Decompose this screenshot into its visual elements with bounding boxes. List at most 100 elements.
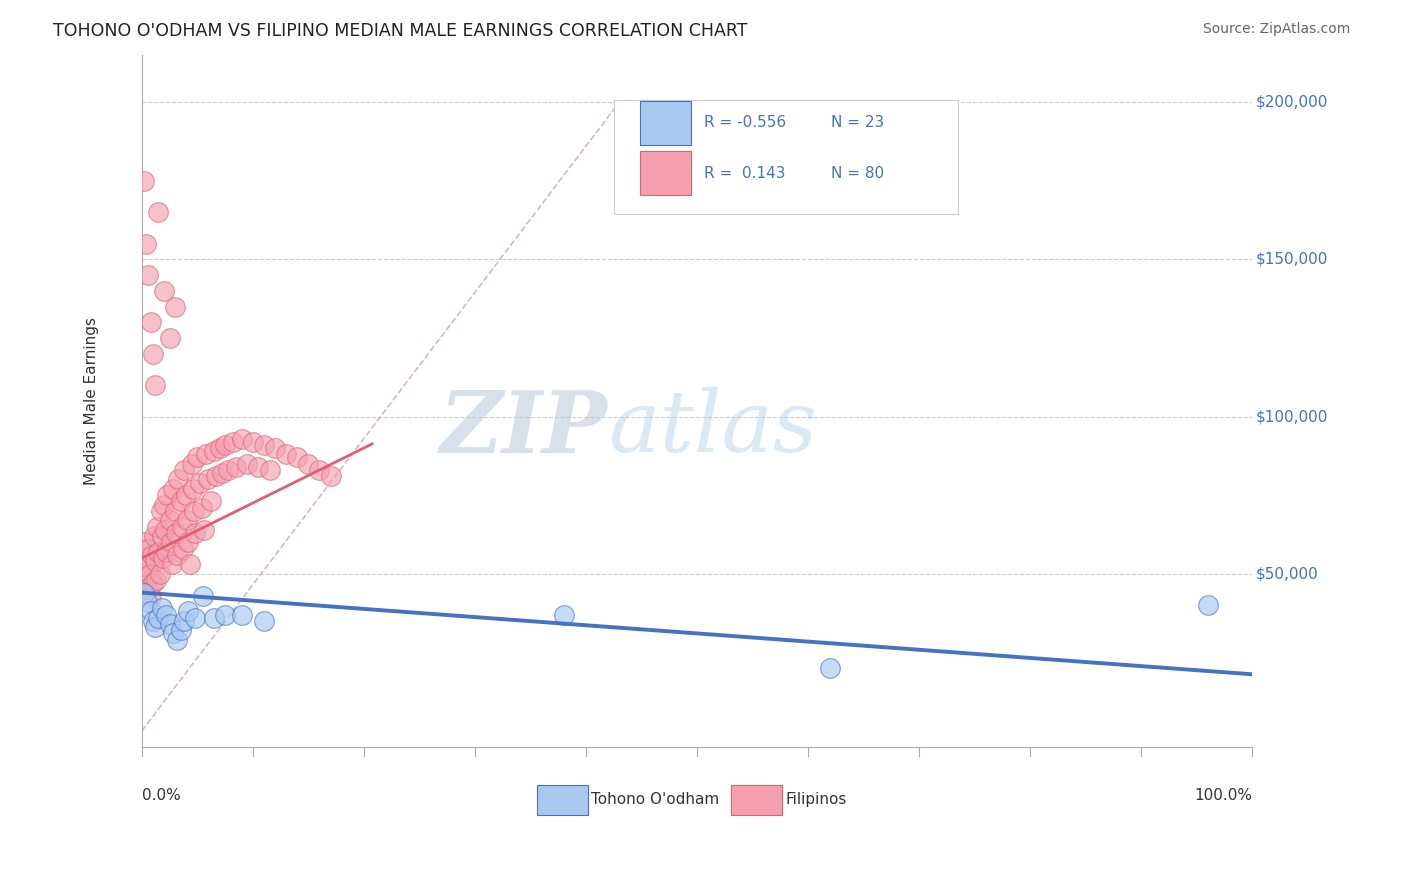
Point — [141, 548, 163, 562]
Point — [135, 573, 157, 587]
FancyBboxPatch shape — [640, 152, 692, 194]
Point — [259, 463, 281, 477]
Point — [553, 607, 575, 622]
Point — [222, 434, 245, 449]
Point — [166, 548, 188, 562]
Point — [186, 450, 208, 465]
Point — [143, 554, 166, 568]
Point — [242, 434, 264, 449]
Point — [139, 315, 162, 329]
Point — [172, 541, 194, 556]
Point — [214, 607, 236, 622]
Point — [319, 469, 342, 483]
Point — [276, 447, 298, 461]
Point — [136, 560, 159, 574]
Point — [138, 268, 160, 282]
Point — [153, 523, 176, 537]
Point — [146, 519, 169, 533]
Point — [132, 174, 155, 188]
Point — [225, 459, 247, 474]
Text: N = 80: N = 80 — [831, 166, 884, 180]
Point — [156, 488, 179, 502]
Point — [170, 624, 193, 638]
Point — [177, 535, 200, 549]
Point — [145, 573, 167, 587]
Text: atlas: atlas — [609, 387, 817, 470]
Point — [1197, 598, 1219, 612]
Point — [247, 459, 270, 474]
Point — [200, 494, 222, 508]
Point — [183, 504, 205, 518]
Point — [150, 601, 173, 615]
Text: Filipinos: Filipinos — [786, 792, 848, 807]
Text: R = -0.556: R = -0.556 — [703, 115, 786, 130]
FancyBboxPatch shape — [613, 100, 957, 214]
Text: $150,000: $150,000 — [1256, 252, 1327, 267]
Point — [136, 595, 159, 609]
Point — [264, 441, 287, 455]
Point — [181, 482, 204, 496]
Point — [165, 504, 187, 518]
Point — [132, 585, 155, 599]
Point — [138, 566, 160, 581]
Point — [150, 529, 173, 543]
Point — [170, 519, 193, 533]
Point — [138, 541, 160, 556]
FancyBboxPatch shape — [640, 101, 692, 145]
Text: $100,000: $100,000 — [1256, 409, 1327, 424]
Text: TOHONO O'ODHAM VS FILIPINO MEDIAN MALE EARNINGS CORRELATION CHART: TOHONO O'ODHAM VS FILIPINO MEDIAN MALE E… — [53, 22, 748, 40]
Text: R =  0.143: R = 0.143 — [703, 166, 785, 180]
Text: N = 23: N = 23 — [831, 115, 884, 130]
Point — [173, 614, 195, 628]
Point — [177, 604, 200, 618]
Point — [139, 604, 162, 618]
Point — [208, 441, 231, 455]
Point — [165, 525, 187, 540]
FancyBboxPatch shape — [731, 785, 783, 815]
Point — [184, 525, 207, 540]
Text: 100.0%: 100.0% — [1194, 788, 1253, 803]
Point — [153, 284, 176, 298]
Point — [160, 558, 183, 572]
Point — [188, 475, 211, 490]
Point — [142, 614, 165, 628]
Point — [135, 236, 157, 251]
Point — [253, 438, 276, 452]
Point — [176, 513, 198, 527]
FancyBboxPatch shape — [537, 785, 588, 815]
Point — [152, 551, 174, 566]
Point — [214, 438, 236, 452]
Point — [193, 523, 215, 537]
Point — [191, 589, 214, 603]
Point — [205, 469, 228, 483]
Text: ZIP: ZIP — [440, 387, 609, 470]
Point — [148, 610, 170, 624]
Point — [818, 661, 841, 675]
Point — [162, 482, 184, 496]
Point — [155, 545, 177, 559]
Point — [143, 378, 166, 392]
Text: 0.0%: 0.0% — [142, 788, 180, 803]
Point — [142, 576, 165, 591]
Point — [197, 472, 219, 486]
Point — [155, 607, 177, 622]
Point — [285, 450, 308, 465]
Point — [308, 463, 330, 477]
Point — [202, 610, 225, 624]
Point — [166, 632, 188, 647]
Point — [253, 614, 276, 628]
Point — [159, 617, 181, 632]
Point — [179, 558, 201, 572]
Point — [191, 500, 214, 515]
Point — [159, 513, 181, 527]
Text: Median Male Earnings: Median Male Earnings — [84, 317, 100, 485]
Point — [165, 300, 187, 314]
Point — [217, 463, 239, 477]
Point — [211, 466, 233, 480]
Text: $200,000: $200,000 — [1256, 95, 1327, 110]
Point — [159, 535, 181, 549]
Point — [143, 620, 166, 634]
Point — [236, 457, 259, 471]
Point — [139, 589, 162, 603]
Point — [149, 504, 172, 518]
